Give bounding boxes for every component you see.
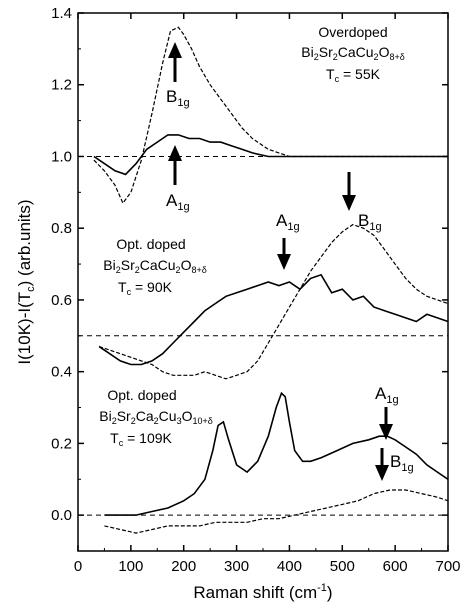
annotation-line: Bi2Sr2CaCu2O8+δ: [301, 44, 404, 62]
annotation-line: Tc = 109K: [110, 430, 172, 448]
annotation-line: Overdoped: [318, 24, 387, 40]
series-line-3: [98, 273, 449, 366]
y-tick-label: 0.8: [51, 220, 72, 237]
arrow-b1g-overdoped: [168, 42, 182, 82]
peak-label: A1g: [166, 191, 190, 213]
baselines-layer: [78, 155, 448, 516]
peak-arrows: [168, 42, 356, 270]
arrow-a1g-optdoped-2212: [277, 238, 291, 270]
series-line-1: [93, 134, 448, 176]
y-tick-label: 1.0: [51, 148, 72, 165]
annotation-overdoped: Overdoped Bi2Sr2CaCu2O8+δ Tc = 55K: [301, 24, 404, 84]
y-tick-label: 1.2: [51, 77, 72, 94]
annotation-line: Opt. doped: [116, 236, 185, 252]
series-line-2: [93, 26, 448, 205]
peak-label: A1g: [276, 211, 300, 233]
arrow-b1g-optdoped-2212: [342, 172, 356, 211]
y-tick-label: 0.6: [51, 292, 72, 309]
x-axis-ticks: 0 100 200 300 400 500 600 700: [74, 13, 461, 575]
annotation-optdoped-2212: Opt. doped Bi2Sr2CaCu2O8+δ Tc = 90K: [103, 236, 206, 297]
x-tick-label: 400: [277, 558, 302, 575]
peak-label: A1g: [375, 384, 399, 406]
arrow-a1g-2223: [379, 407, 393, 440]
x-tick-label: 300: [224, 558, 249, 575]
x-tick-label: 0: [74, 558, 82, 575]
series-line-5: [104, 391, 449, 516]
peak-arrows-2223: [375, 407, 393, 481]
x-tick-label: 500: [330, 558, 355, 575]
series-line-6: [104, 489, 449, 534]
y-axis-label: I(10K)-I(Tc) (arb.units): [15, 199, 37, 364]
y-tick-label: 0.2: [51, 435, 72, 452]
x-axis-label: Raman shift (cm-1): [193, 582, 332, 602]
y-axis-ticks: 0.0 0.2 0.4 0.6 0.8 1.0 1.2 1.4: [51, 5, 448, 552]
arrow-a1g-overdoped: [168, 145, 182, 185]
arrow-b1g-2223: [375, 448, 389, 481]
annotation-line: Opt. doped: [107, 387, 176, 403]
peak-label: B1g: [390, 452, 414, 474]
peak-label: B1g: [358, 211, 382, 233]
y-tick-label: 0.4: [51, 364, 72, 381]
x-tick-label: 600: [383, 558, 408, 575]
annotation-optdoped-2223: Opt. doped Bi2Sr2Ca2Cu3O10+δ Tc = 109K: [99, 387, 213, 448]
annotation-line: Tc = 55K: [326, 66, 381, 84]
annotation-line: Bi2Sr2Ca2Cu3O10+δ: [99, 408, 213, 426]
series-line-4: [98, 223, 449, 380]
annotation-line: Tc = 90K: [118, 279, 173, 297]
y-tick-label: 1.4: [51, 5, 72, 22]
x-tick-label: 100: [118, 558, 143, 575]
x-tick-label: 200: [171, 558, 196, 575]
peak-label: B1g: [166, 87, 190, 109]
annotation-line: Bi2Sr2CaCu2O8+δ: [103, 257, 206, 275]
y-tick-label: 0.0: [51, 507, 72, 524]
series-layer: [93, 26, 449, 534]
x-tick-label: 700: [435, 558, 460, 575]
